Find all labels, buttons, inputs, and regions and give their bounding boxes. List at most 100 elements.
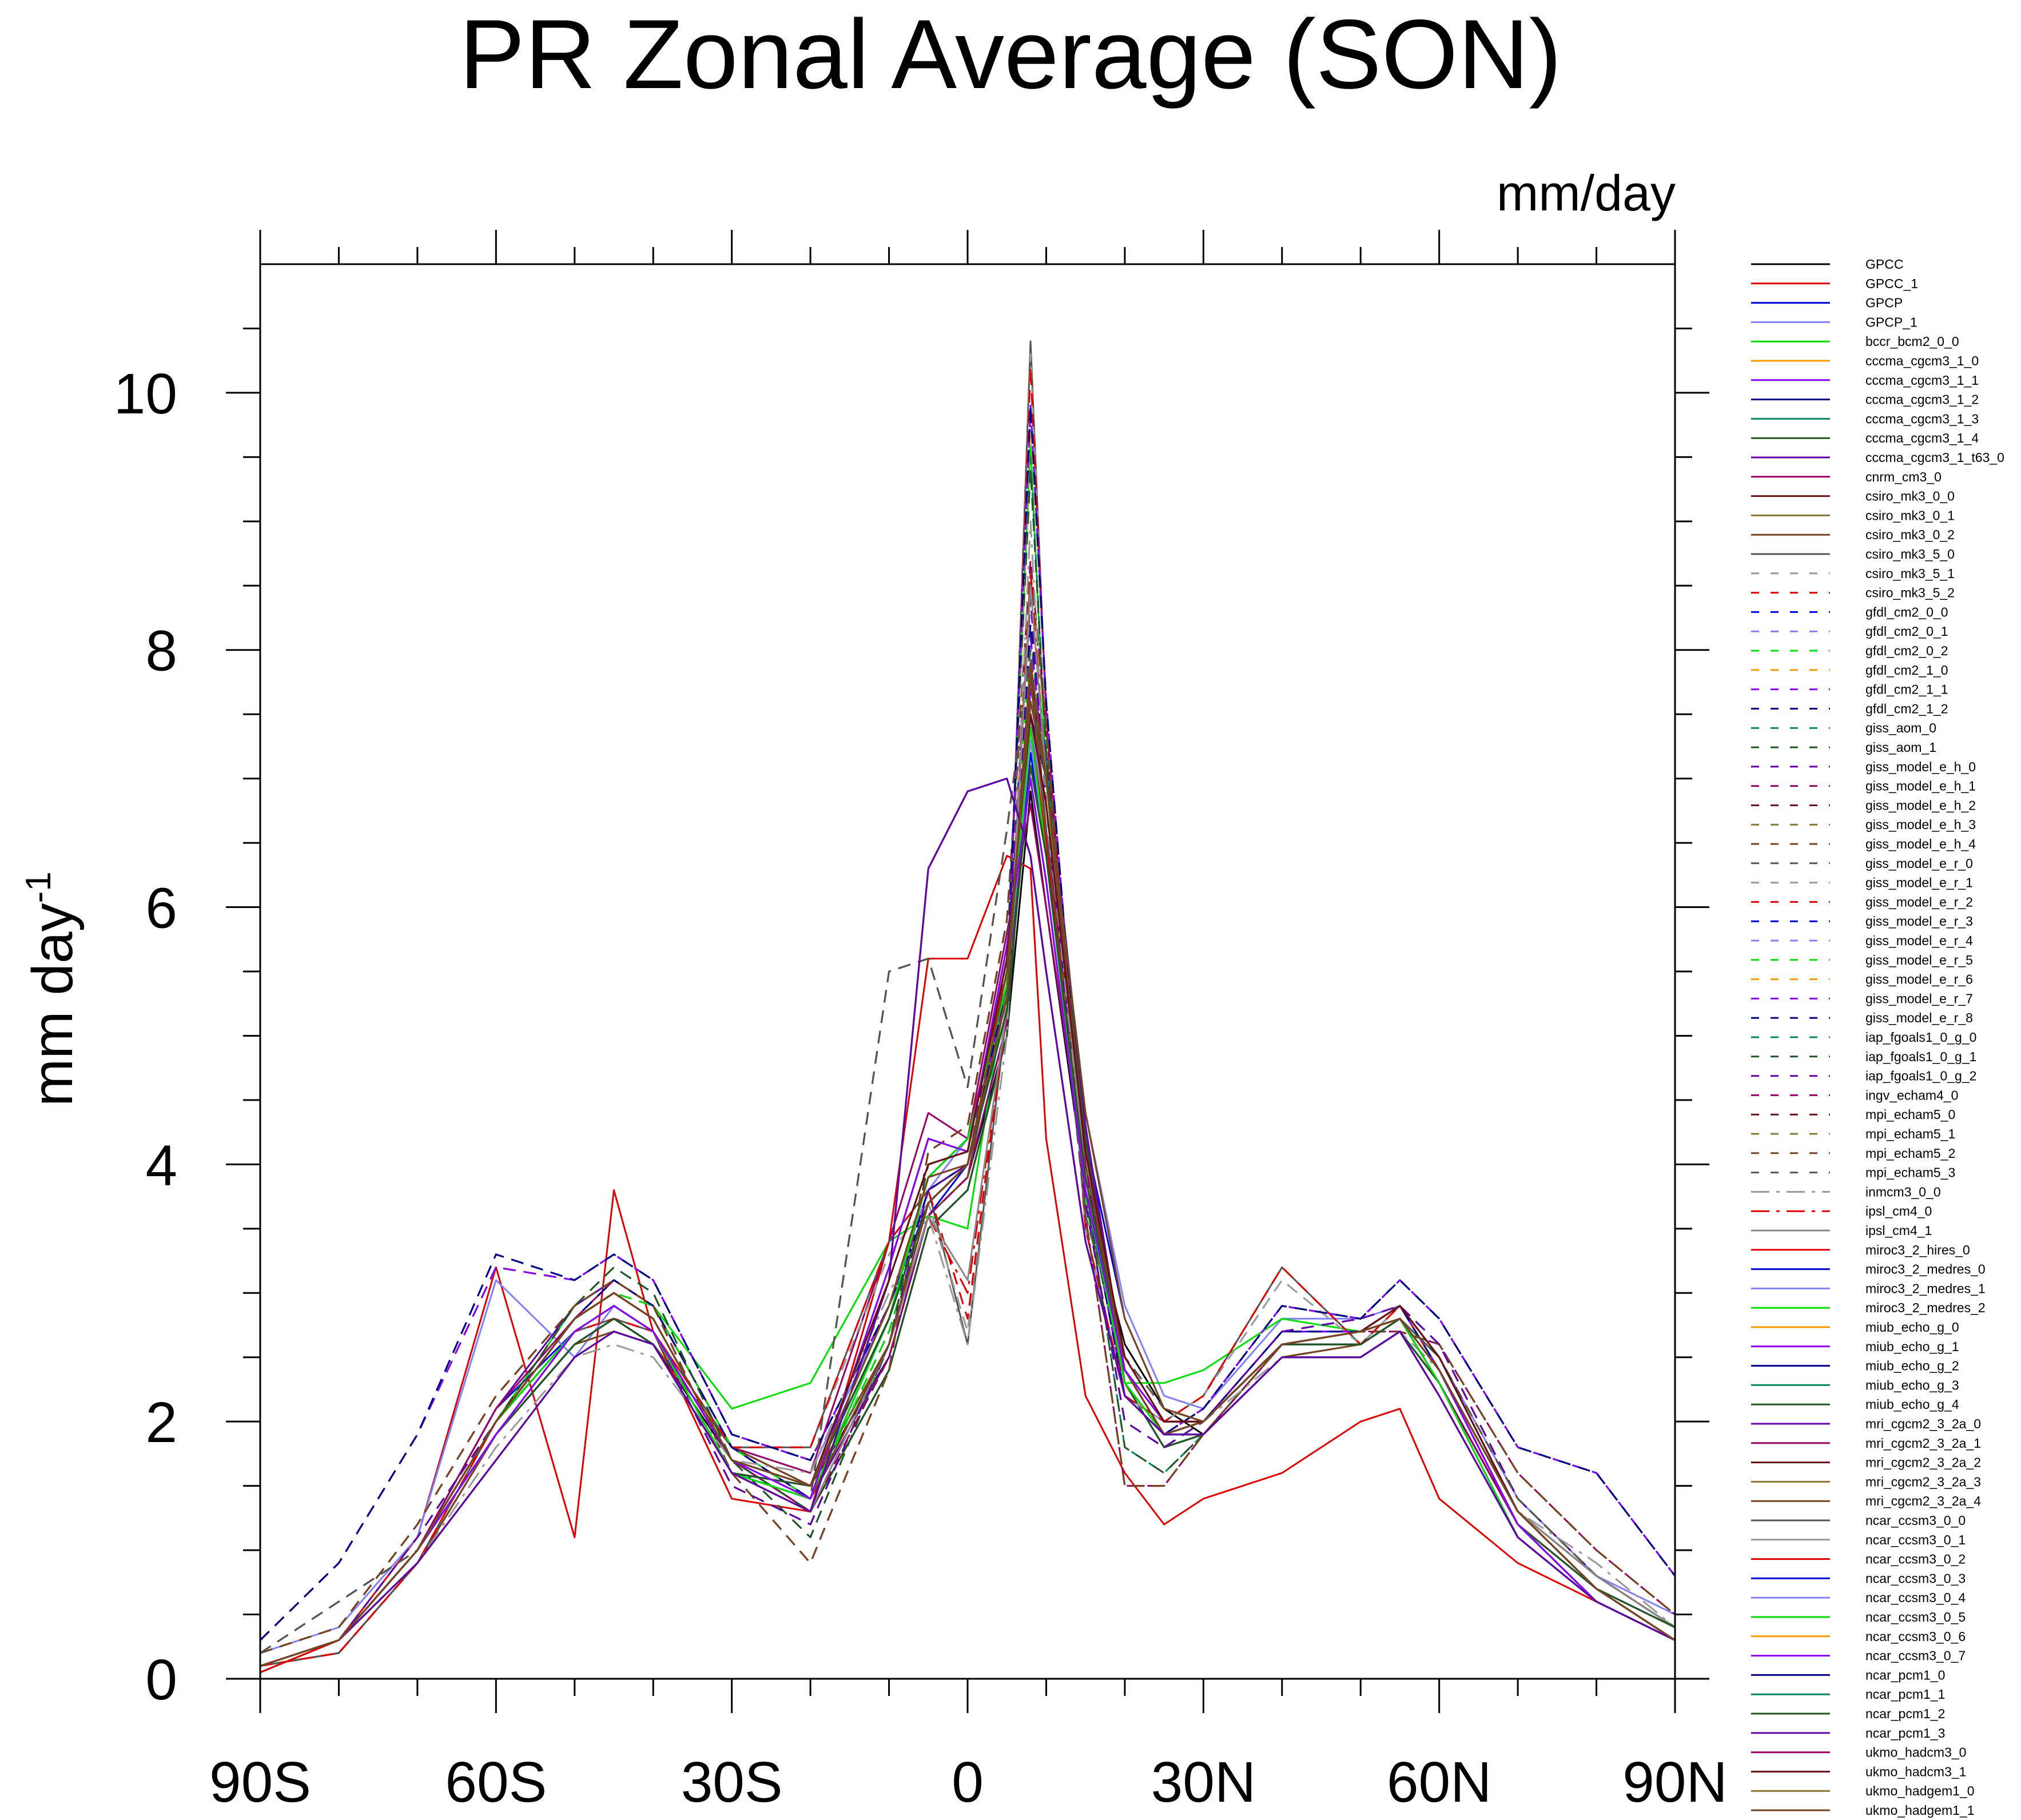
legend-label: miub_echo_g_4: [1865, 1397, 1959, 1412]
axis-layer: 90S 60S 30S 0 30N 60N 90N 0 2 4 6 8 10: [114, 230, 1728, 1814]
series-line-miub_echo_g_3: [260, 764, 1676, 1667]
series-line-cnrm_cm3_0: [260, 803, 1676, 1667]
series-line-iap_fgoals1_0_g_1: [260, 598, 1676, 1667]
legend-label: mri_cgcm2_3_2a_4: [1865, 1494, 1981, 1508]
series-line-miub_echo_g_2: [260, 764, 1676, 1667]
legend-label: ipsl_cm4_0: [1865, 1204, 1932, 1218]
legend-label: mpi_echam5_3: [1865, 1165, 1955, 1180]
legend-label: bccr_bcm2_0_0: [1865, 334, 1959, 349]
legend-label: giss_model_e_r_2: [1865, 894, 1973, 909]
series-line-csiro_mk3_5_2: [260, 366, 1676, 1667]
legend-label: csiro_mk3_0_0: [1865, 489, 1955, 504]
legend-label: ncar_pcm1_0: [1865, 1667, 1945, 1682]
legend-label: cccma_cgcm3_1_4: [1865, 431, 1979, 445]
legend-label: ncar_ccsm3_0_0: [1865, 1513, 1966, 1528]
legend-label: miub_echo_g_1: [1865, 1339, 1959, 1354]
legend-label: gfdl_cm2_1_0: [1865, 663, 1948, 678]
y-tick-label: 10: [114, 362, 177, 426]
series-line-inmcm3_0_0: [260, 520, 1676, 1667]
series-line-miroc3_2_hires_0: [260, 726, 1676, 1667]
legend-label: cccma_cgcm3_1_t63_0: [1865, 450, 2004, 465]
units-label: mm/day: [1497, 165, 1676, 221]
legend-label: ukmo_hadcm3_1: [1865, 1764, 1966, 1779]
x-tick-label: 60N: [1387, 1750, 1491, 1814]
series-line-miub_echo_g_0: [260, 764, 1676, 1667]
chart-title: PR Zonal Average (SON): [459, 0, 1562, 109]
series-line-giss_aom_1: [260, 469, 1676, 1667]
legend-label: ukmo_hadgem1_1: [1865, 1803, 1975, 1818]
legend-label: giss_model_e_r_7: [1865, 991, 1973, 1006]
series-line-giss_aom_0: [260, 456, 1676, 1667]
legend-label: GPCC: [1865, 257, 1903, 272]
legend-label: ncar_ccsm3_0_2: [1865, 1552, 1966, 1567]
series-line-ipsl_cm4_0: [260, 572, 1676, 1667]
series-line-cccma_cgcm3_1_3: [260, 700, 1676, 1667]
legend-label: ncar_pcm1_2: [1865, 1706, 1945, 1721]
legend-label: mpi_echam5_1: [1865, 1126, 1955, 1141]
legend-label: ncar_ccsm3_0_4: [1865, 1590, 1966, 1605]
y-tick-label: 4: [145, 1133, 177, 1197]
plot-frame: [259, 263, 1676, 1680]
legend-label: csiro_mk3_0_2: [1865, 527, 1955, 542]
legend-label: ncar_ccsm3_0_1: [1865, 1532, 1966, 1547]
legend-label: csiro_mk3_5_0: [1865, 547, 1955, 561]
legend-label: cccma_cgcm3_1_0: [1865, 353, 1979, 368]
legend-label: cnrm_cm3_0: [1865, 469, 1942, 484]
series-line-miroc3_2_medres_2: [260, 726, 1676, 1667]
series-line-ncar_ccsm3_0_1: [260, 778, 1676, 1667]
legend-label: ukmo_hadgem1_0: [1865, 1783, 1975, 1798]
legend-label: miub_echo_g_3: [1865, 1377, 1959, 1392]
series-line-ncar_ccsm3_0_3: [260, 778, 1676, 1667]
x-tick-label: 0: [952, 1750, 984, 1814]
legend-label: miroc3_2_medres_0: [1865, 1262, 1986, 1277]
series-line-ncar_ccsm3_0_5: [260, 778, 1676, 1667]
legend-label: GPCP: [1865, 296, 1903, 310]
series-line-ipsl_cm4_1: [260, 584, 1676, 1667]
legend-label: giss_model_e_r_0: [1865, 856, 1973, 871]
legend-label: ncar_pcm1_1: [1865, 1687, 1945, 1702]
legend-label: mpi_echam5_2: [1865, 1146, 1955, 1161]
series-line-ukmo_hadgem1_0: [260, 700, 1676, 1667]
legend-label: ncar_ccsm3_0_6: [1865, 1629, 1966, 1644]
legend-label: mri_cgcm2_3_2a_0: [1865, 1416, 1981, 1431]
x-tick-label: 60S: [445, 1750, 547, 1814]
series-line-giss_model_e_r_8: [259, 404, 1676, 1641]
y-tick-label: 6: [145, 877, 177, 941]
series-line-iap_fgoals1_0_g_0: [260, 598, 1676, 1667]
legend-label: giss_model_e_r_5: [1865, 953, 1973, 967]
legend-label: mri_cgcm2_3_2a_1: [1865, 1436, 1981, 1451]
legend-label: giss_model_e_h_1: [1865, 779, 1976, 794]
series-line-cccma_cgcm3_1_4: [260, 700, 1676, 1667]
legend-label: miub_echo_g_2: [1865, 1359, 1959, 1373]
y-tick-label: 8: [145, 619, 177, 683]
legend-label: gfdl_cm2_1_1: [1865, 682, 1948, 697]
legend: GPCC GPCC_1 GPCP GPCP_1 bccr_bcm2_0_0 cccma_c…: [1751, 257, 2004, 1818]
legend-label: cccma_cgcm3_1_3: [1865, 411, 1979, 426]
legend-label: giss_model_e_h_3: [1865, 817, 1976, 832]
series-line-ncar_pcm1_0: [260, 778, 1676, 1667]
legend-label: ukmo_hadcm3_0: [1865, 1745, 1966, 1760]
x-tick-label: 90N: [1622, 1750, 1727, 1814]
legend-label: giss_model_e_r_4: [1865, 933, 1973, 948]
legend-label: cccma_cgcm3_1_2: [1865, 392, 1979, 407]
legend-label: csiro_mk3_5_2: [1865, 586, 1955, 600]
series-line-ncar_pcm1_1: [260, 778, 1676, 1667]
legend-label: mpi_echam5_0: [1865, 1107, 1955, 1122]
legend-label: ncar_ccsm3_0_7: [1865, 1648, 1966, 1663]
legend-label: giss_aom_0: [1865, 720, 1936, 735]
series-line-ncar_ccsm3_0_4: [260, 778, 1676, 1667]
legend-label: cccma_cgcm3_1_1: [1865, 373, 1979, 388]
series-line-ncar_ccsm3_0_6: [260, 778, 1676, 1667]
series-line-miroc3_2_medres_1: [260, 739, 1676, 1667]
legend-label: csiro_mk3_0_1: [1865, 508, 1955, 523]
legend-label: giss_aom_1: [1865, 740, 1936, 755]
legend-label: gfdl_cm2_0_1: [1865, 624, 1948, 639]
series-line-iap_fgoals1_0_g_2: [260, 598, 1676, 1667]
legend-label: gfdl_cm2_0_0: [1865, 604, 1948, 619]
series-line-GPCC_1: [260, 855, 1676, 1674]
series-line-gfdl_cm2_1_2: [260, 623, 1676, 1667]
series-line-ncar_ccsm3_0_2: [260, 778, 1676, 1667]
x-tick-label: 30S: [681, 1750, 783, 1814]
series-line-miub_echo_g_1: [260, 764, 1676, 1667]
